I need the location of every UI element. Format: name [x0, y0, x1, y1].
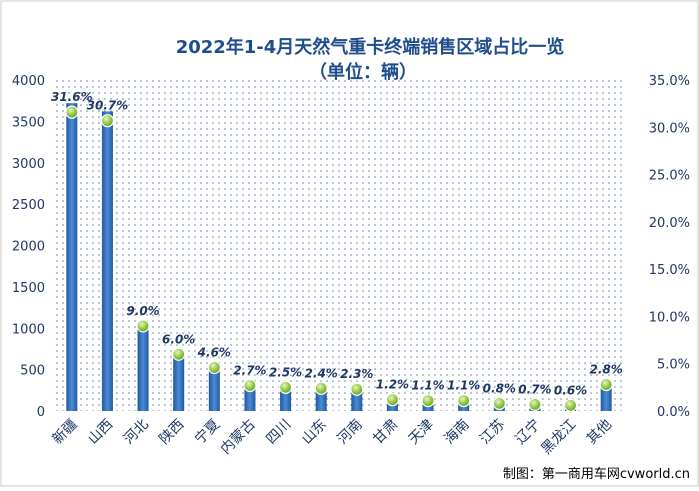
percent-label: 1.1%: [447, 379, 480, 393]
bar: [351, 388, 363, 411]
percent-marker: [599, 377, 613, 392]
y-right-tick-label: 0.0%: [657, 405, 690, 420]
percent-label: 0.6%: [554, 383, 587, 397]
y-left-tick-label: 2000: [12, 240, 45, 255]
bar: [101, 111, 113, 411]
percent-marker: [278, 380, 293, 394]
percent-label: 1.1%: [411, 379, 444, 393]
percent-label: 2.3%: [340, 367, 373, 381]
y-left-tick-label: 1000: [12, 322, 45, 337]
percent-label: 6.0%: [162, 332, 195, 346]
percent-marker: [207, 360, 221, 375]
y-right-tick-label: 20.0%: [649, 216, 690, 231]
percent-marker: [457, 393, 471, 408]
percent-marker: [421, 393, 435, 408]
percent-marker: [100, 114, 115, 128]
y-right-tick-label: 5.0%: [657, 358, 690, 373]
percent-label: 2.7%: [233, 363, 266, 377]
percent-marker: [243, 378, 257, 393]
percent-marker: [314, 381, 328, 395]
bar: [244, 385, 256, 411]
percent-marker: [528, 397, 542, 411]
y-left-tick-label: 3500: [12, 115, 45, 130]
percent-marker: [492, 396, 506, 411]
percent-label: 1.2%: [376, 378, 409, 392]
y-left-tick-label: 0: [37, 405, 45, 420]
y-left-tick-label: 1500: [12, 281, 45, 296]
percent-label: 4.6%: [197, 345, 231, 359]
marker-series: [65, 105, 613, 412]
y-axis-right: 0.0% 5.0% 10.0% 15.0% 20.0% 25.0% 30.0% 35.0%: [649, 74, 690, 420]
percent-label: 2.8%: [590, 363, 623, 377]
y-axis-left: 0 500 1000 1500 2000 2500 3000 3500 4000: [12, 74, 45, 420]
percent-marker: [563, 398, 578, 412]
bar: [315, 387, 327, 411]
chart-title: 2022年1-4月天然气重卡终端销售区域占比一览: [176, 36, 565, 58]
y-right-tick-label: 25.0%: [649, 169, 690, 184]
percent-marker: [136, 319, 150, 333]
bar: [173, 353, 185, 411]
percent-label: 2.5%: [269, 365, 302, 379]
percent-label: 0.8%: [483, 381, 516, 395]
bar: [208, 366, 220, 411]
y-left-tick-label: 4000: [12, 74, 45, 89]
y-left-tick-label: 3000: [12, 157, 45, 172]
plot-area: [54, 80, 624, 411]
watermark: 制图：第一商用车网cvworld.cn: [503, 466, 690, 482]
chart-subtitle: （单位：辆）: [309, 61, 417, 83]
percent-label: 0.7%: [518, 382, 551, 396]
y-right-tick-label: 15.0%: [649, 263, 690, 278]
y-right-tick-label: 10.0%: [649, 310, 690, 325]
percent-labels: 31.6%30.7%9.0%6.0%4.6%2.7% 2.5% 2.4% 2.3%1.…: [51, 90, 623, 397]
percent-marker: [65, 105, 79, 119]
bar: [600, 383, 612, 411]
percent-marker: [172, 347, 186, 361]
bar: [280, 387, 292, 411]
percent-marker: [350, 382, 364, 396]
y-right-tick-label: 35.0%: [649, 74, 690, 89]
y-left-tick-label: 500: [20, 364, 45, 379]
percent-label: 31.6%: [51, 90, 93, 104]
percent-label: 30.7%: [87, 99, 129, 113]
y-right-tick-label: 30.0%: [649, 121, 690, 136]
y-left-tick-label: 2500: [12, 198, 45, 213]
percent-marker: [385, 393, 400, 407]
bar: [137, 324, 149, 411]
percent-label: 9.0%: [126, 304, 159, 318]
percent-label: 2.4%: [305, 366, 338, 380]
bar: [66, 103, 78, 412]
